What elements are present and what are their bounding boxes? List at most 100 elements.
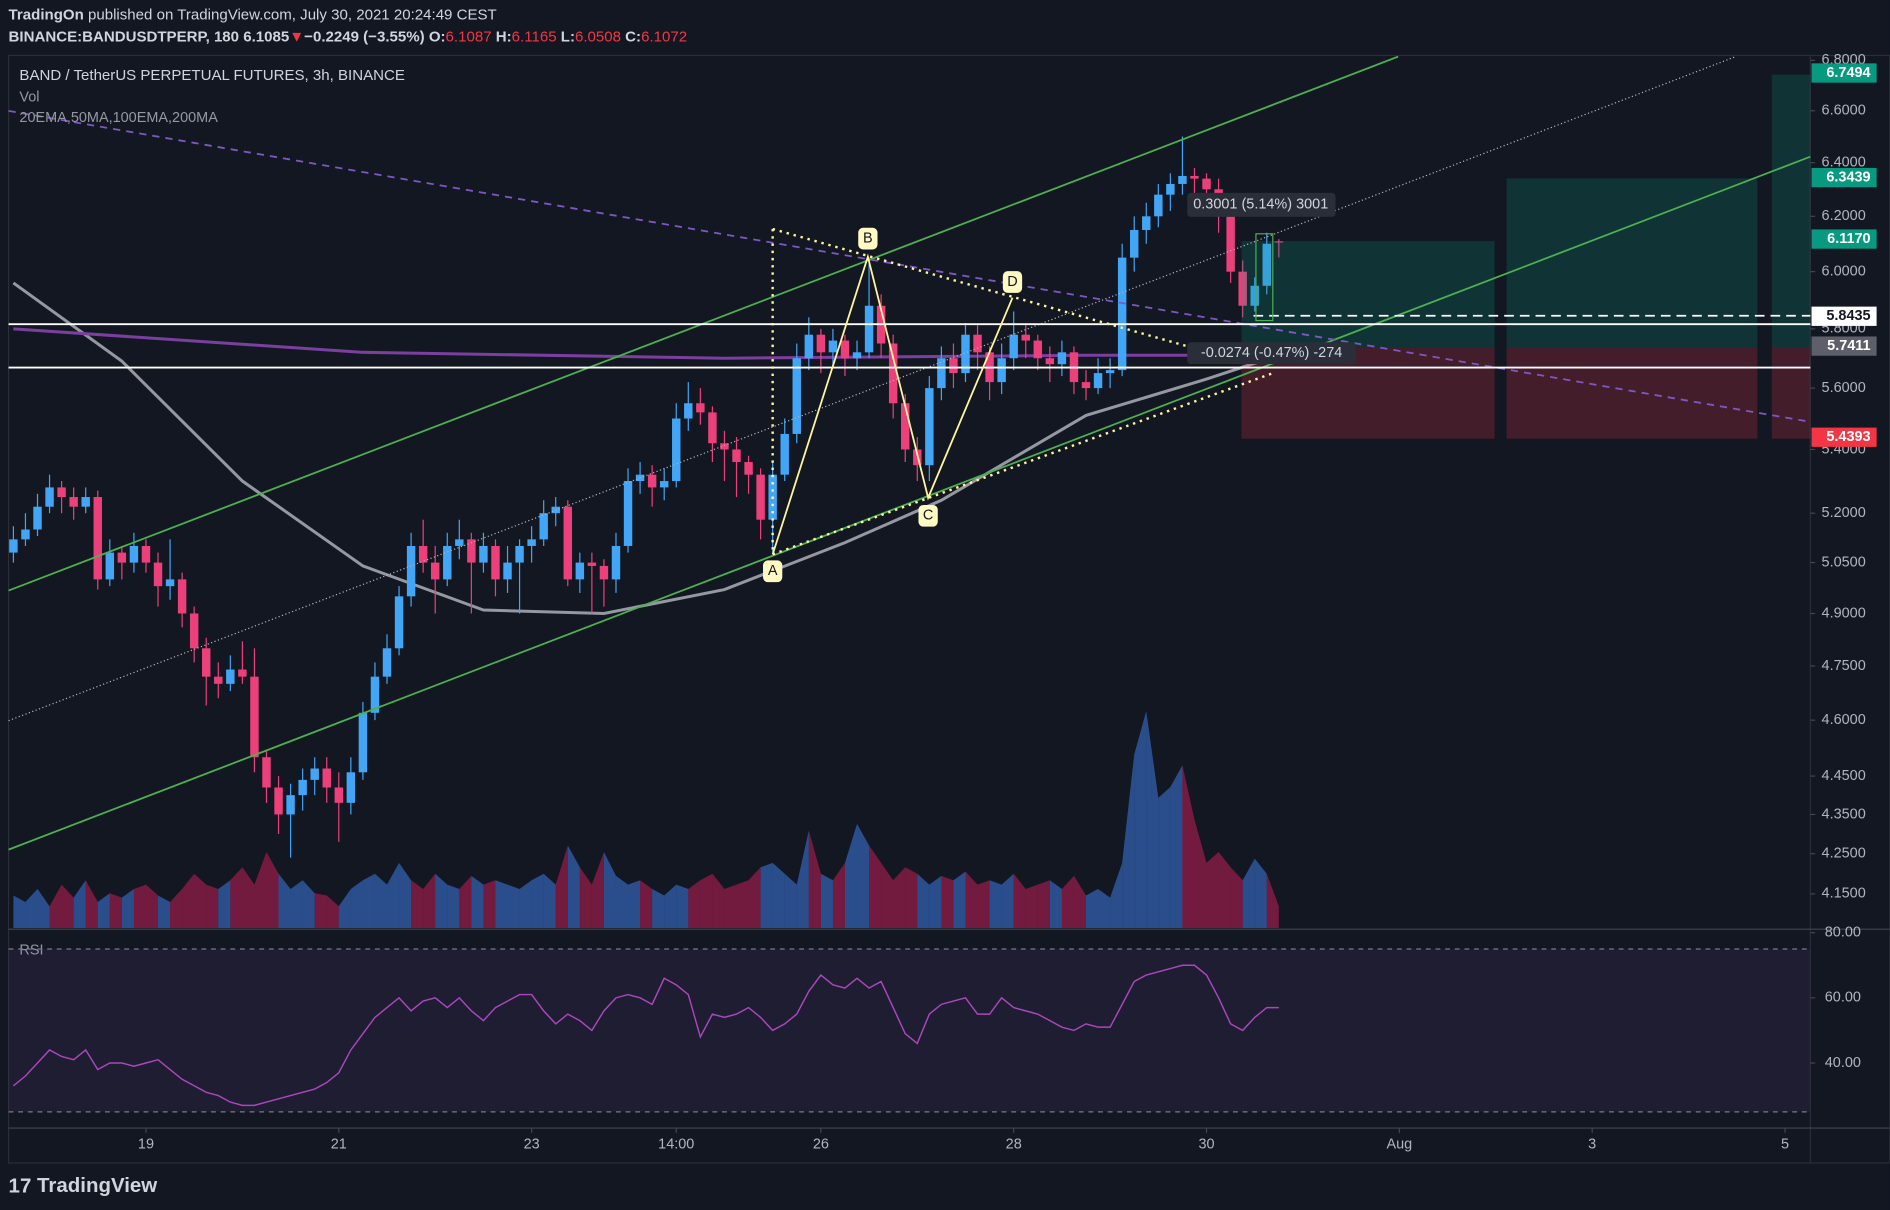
volume-area bbox=[182, 873, 195, 928]
y-tick-label: 6.0000 bbox=[1822, 263, 1866, 279]
volume-area bbox=[1158, 786, 1171, 928]
candle-body bbox=[1081, 382, 1091, 389]
target-zone bbox=[1506, 178, 1758, 348]
candle-body bbox=[129, 545, 139, 563]
candle-body bbox=[949, 358, 958, 374]
candle-body bbox=[370, 676, 380, 713]
price-label-box bbox=[1811, 167, 1877, 188]
label-box bbox=[1002, 271, 1023, 293]
volume-area bbox=[218, 880, 231, 928]
candle-body bbox=[539, 513, 548, 540]
x-tick-label: 3 bbox=[1588, 1137, 1596, 1153]
volume-area bbox=[399, 862, 412, 928]
volume-area bbox=[917, 873, 930, 928]
candle-body bbox=[732, 449, 741, 463]
volume-area bbox=[85, 880, 98, 928]
volume-area bbox=[953, 871, 966, 928]
volume-area bbox=[109, 893, 122, 928]
candle-body bbox=[804, 334, 814, 359]
x-tick-label: 19 bbox=[138, 1137, 154, 1153]
volume-area bbox=[37, 888, 50, 928]
candle-body bbox=[864, 305, 874, 353]
candle-body bbox=[226, 669, 235, 684]
candle-body bbox=[238, 669, 247, 677]
candle-body bbox=[93, 497, 102, 580]
volume-area bbox=[543, 873, 556, 928]
candle-body bbox=[250, 676, 259, 758]
candle-body bbox=[1021, 334, 1030, 341]
volume-area bbox=[628, 880, 641, 928]
volume-area bbox=[977, 880, 990, 928]
candle-body bbox=[274, 787, 283, 815]
candle-body bbox=[310, 768, 319, 780]
published: published on TradingView.com, July 30, 2… bbox=[88, 7, 497, 24]
volume-area bbox=[1230, 867, 1243, 928]
candle-body bbox=[575, 562, 585, 580]
volume-area bbox=[1194, 819, 1207, 928]
candle-body bbox=[563, 506, 572, 580]
target-zone bbox=[1241, 241, 1495, 348]
candle-body bbox=[1178, 175, 1187, 184]
volume-area bbox=[760, 862, 773, 928]
candle-body bbox=[177, 579, 187, 614]
volume-area bbox=[941, 875, 954, 928]
price-label-box bbox=[1811, 306, 1877, 326]
label-box bbox=[918, 504, 938, 527]
price-label: 6.7494 bbox=[1826, 65, 1870, 81]
candle-body bbox=[467, 539, 476, 563]
stop-zone bbox=[1506, 347, 1758, 439]
volume-area bbox=[531, 873, 544, 928]
volume-area bbox=[61, 884, 74, 928]
candle-body bbox=[81, 497, 90, 507]
candle-body bbox=[1154, 194, 1163, 217]
price-label: 5.4393 bbox=[1826, 429, 1870, 445]
price-label-box bbox=[1811, 63, 1877, 83]
volume-area bbox=[796, 830, 809, 928]
volume-area bbox=[1037, 880, 1050, 928]
candle-body bbox=[141, 545, 151, 563]
candle-body bbox=[406, 545, 416, 597]
candle-body bbox=[1250, 285, 1259, 306]
candle-body bbox=[1093, 373, 1103, 389]
measure-range bbox=[1255, 233, 1274, 322]
volume-area bbox=[519, 880, 532, 928]
y-tick-label: 5.2000 bbox=[1822, 505, 1866, 521]
volume-area bbox=[652, 888, 665, 928]
candle-body bbox=[491, 545, 500, 580]
candle-body bbox=[1190, 175, 1199, 179]
volume-area bbox=[1098, 888, 1111, 928]
candle-body bbox=[1202, 178, 1211, 190]
candle-body bbox=[527, 539, 536, 546]
candle-body bbox=[961, 334, 970, 374]
candle-body bbox=[1142, 216, 1151, 230]
volume-area bbox=[145, 884, 159, 928]
volume-area bbox=[905, 867, 918, 928]
volume-area bbox=[350, 880, 363, 928]
volume-area bbox=[314, 893, 327, 928]
volume-area bbox=[1061, 875, 1074, 928]
y-tick-label: 5.6000 bbox=[1822, 380, 1866, 396]
candle-body bbox=[647, 474, 657, 488]
rsi-line bbox=[12, 964, 1279, 1107]
volume-area bbox=[772, 862, 785, 928]
candle-body bbox=[443, 545, 452, 580]
pattern-label: C bbox=[923, 508, 933, 524]
volume-area bbox=[73, 880, 86, 928]
candle-body bbox=[334, 787, 344, 803]
dotted-line bbox=[772, 372, 1273, 556]
candle-body bbox=[33, 506, 42, 530]
y-tick-label: 4.7500 bbox=[1822, 658, 1866, 674]
volume-area bbox=[591, 852, 604, 928]
candle-body bbox=[937, 358, 946, 389]
footer-text: TradingView bbox=[37, 1175, 157, 1198]
volume-area bbox=[411, 880, 424, 928]
moving-average bbox=[13, 327, 1279, 360]
volume-area bbox=[676, 884, 689, 928]
candle-body bbox=[792, 358, 801, 434]
volume-area bbox=[989, 880, 1002, 928]
volume-area bbox=[1254, 858, 1267, 928]
volume-area bbox=[567, 845, 580, 928]
volume-area bbox=[471, 875, 484, 928]
candle-body bbox=[1045, 358, 1055, 365]
